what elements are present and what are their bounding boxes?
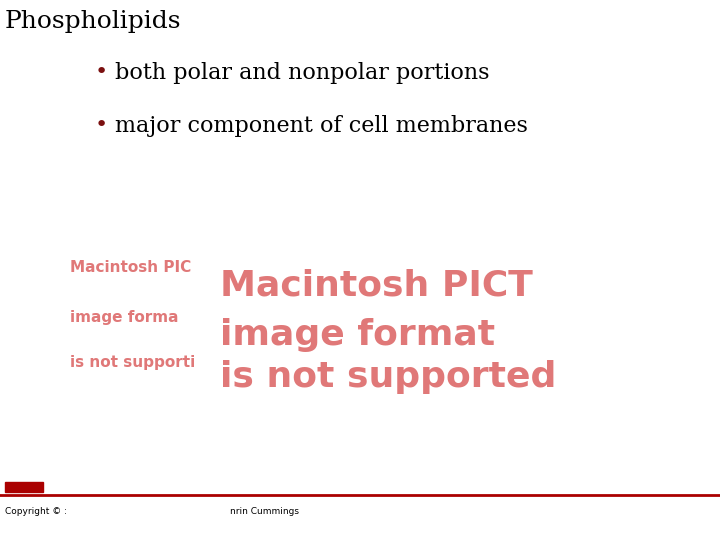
Text: image forma: image forma (70, 310, 179, 325)
Text: is not supported: is not supported (220, 360, 557, 394)
Text: Copyright © :: Copyright © : (5, 507, 67, 516)
Text: Macintosh PICT: Macintosh PICT (220, 268, 533, 302)
Text: image format: image format (220, 318, 495, 352)
Text: is not supporti: is not supporti (70, 355, 195, 370)
Text: •: • (95, 115, 108, 135)
Text: major component of cell membranes: major component of cell membranes (115, 115, 528, 137)
Text: Macintosh PIC: Macintosh PIC (70, 260, 192, 275)
Bar (5, 482, 43, 492)
Text: nrin Cummings: nrin Cummings (230, 507, 299, 516)
Text: both polar and nonpolar portions: both polar and nonpolar portions (115, 62, 490, 84)
Text: •: • (95, 62, 108, 82)
Text: Phospholipids: Phospholipids (5, 10, 181, 33)
